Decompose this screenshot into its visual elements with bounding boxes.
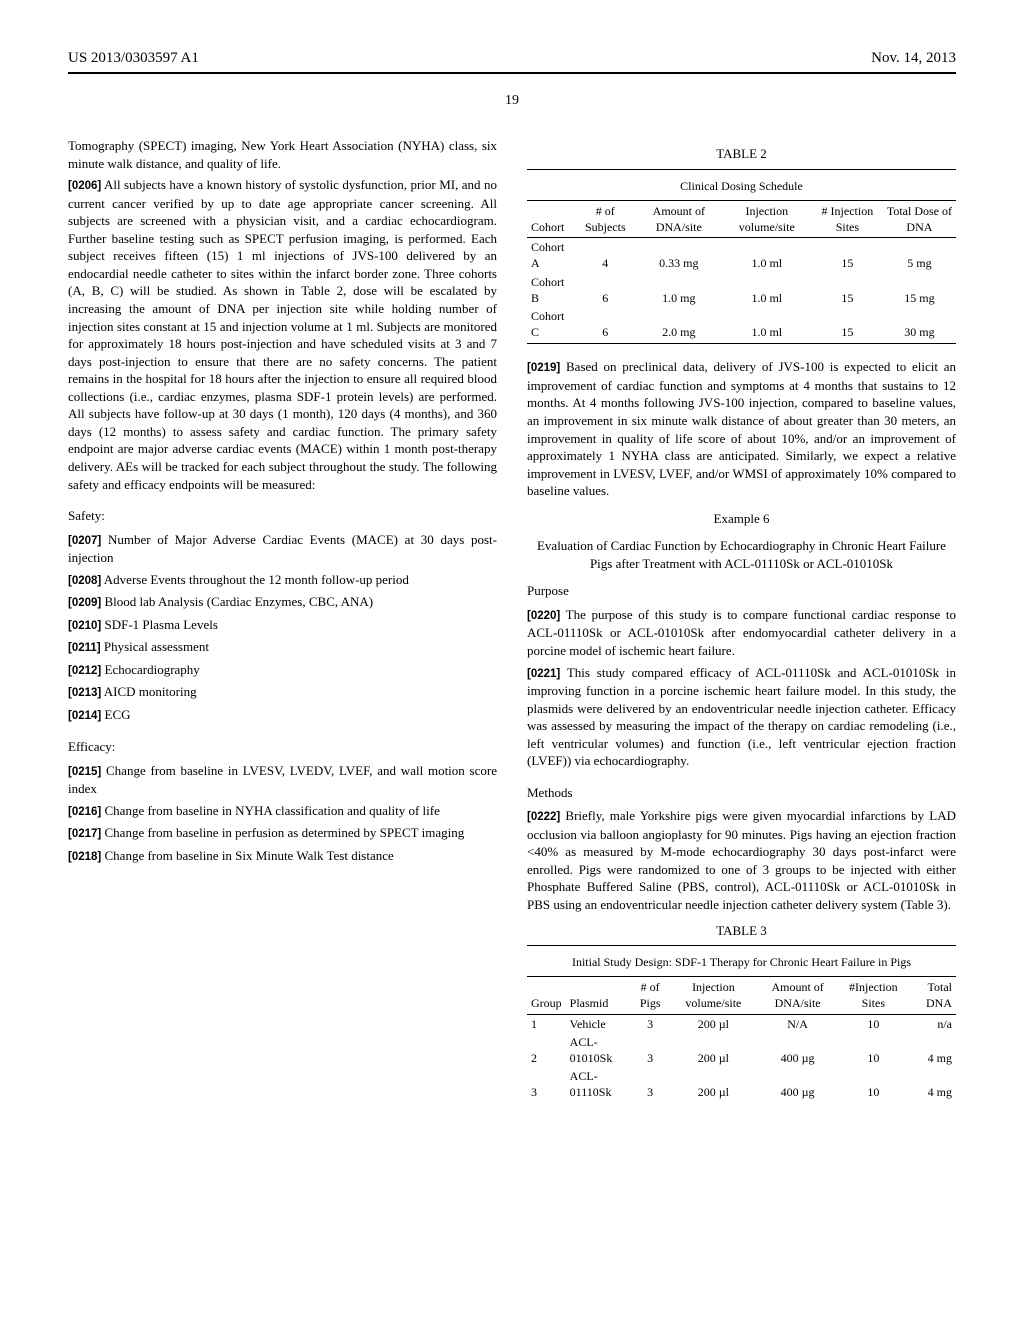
ptext-0206: All subjects have a known history of sys… — [68, 177, 497, 491]
table-row: Cohort B61.0 mg1.0 ml1515 mg — [527, 273, 956, 307]
para-0221: [0221] This study compared efficacy of A… — [527, 664, 956, 770]
para-0209: [0209] Blood lab Analysis (Cardiac Enzym… — [68, 593, 497, 612]
table3-caption: Initial Study Design: SDF-1 Therapy for … — [527, 948, 956, 977]
header-right: Nov. 14, 2013 — [871, 48, 956, 68]
example6-label: Example 6 — [527, 510, 956, 528]
table3-label: TABLE 3 — [527, 922, 956, 940]
table2-label: TABLE 2 — [527, 145, 956, 163]
header-left: US 2013/0303597 A1 — [68, 48, 199, 68]
para-0211: [0211] Physical assessment — [68, 638, 497, 657]
para-0217: [0217] Change from baseline in perfusion… — [68, 824, 497, 843]
para-0219: [0219] Based on preclinical data, delive… — [527, 358, 956, 499]
left-column: Tomography (SPECT) imaging, New York Hea… — [68, 137, 497, 1115]
para-0213: [0213] AICD monitoring — [68, 683, 497, 702]
para-0218: [0218] Change from baseline in Six Minut… — [68, 847, 497, 866]
para-0214: [0214] ECG — [68, 706, 497, 725]
table-row: 1Vehicle3200 µlN/A10n/a — [527, 1014, 956, 1033]
right-column: TABLE 2 Clinical Dosing Schedule Cohort … — [527, 137, 956, 1115]
table2-wrap: TABLE 2 Clinical Dosing Schedule Cohort … — [527, 145, 956, 344]
page-number: 19 — [68, 92, 956, 111]
table3-wrap: TABLE 3 Initial Study Design: SDF-1 Ther… — [527, 922, 956, 1102]
header-rule — [68, 72, 956, 74]
para-0216: [0216] Change from baseline in NYHA clas… — [68, 802, 497, 821]
table-row: 3ACL-01110Sk3200 µl400 µg104 mg — [527, 1067, 956, 1101]
table-row: Cohort A40.33 mg1.0 ml155 mg — [527, 238, 956, 273]
para-continuation: Tomography (SPECT) imaging, New York Hea… — [68, 137, 497, 172]
pnum-0206: [0206] — [68, 180, 101, 192]
para-0220: [0220] The purpose of this study is to c… — [527, 606, 956, 660]
two-column-layout: Tomography (SPECT) imaging, New York Hea… — [68, 137, 956, 1115]
para-0215: [0215] Change from baseline in LVESV, LV… — [68, 762, 497, 798]
patent-page: US 2013/0303597 A1 Nov. 14, 2013 19 Tomo… — [0, 0, 1024, 1156]
table2: Clinical Dosing Schedule Cohort # of Sub… — [527, 169, 956, 345]
para-0212: [0212] Echocardiography — [68, 661, 497, 680]
purpose-heading: Purpose — [527, 582, 956, 600]
table-row: 2ACL-01010Sk3200 µl400 µg104 mg — [527, 1033, 956, 1067]
methods-heading: Methods — [527, 784, 956, 802]
safety-heading: Safety: — [68, 507, 497, 525]
efficacy-heading: Efficacy: — [68, 738, 497, 756]
page-header: US 2013/0303597 A1 Nov. 14, 2013 — [68, 48, 956, 72]
table3: Initial Study Design: SDF-1 Therapy for … — [527, 945, 956, 1102]
para-0208: [0208] Adverse Events throughout the 12 … — [68, 571, 497, 590]
table-row: Cohort C62.0 mg1.0 ml1530 mg — [527, 307, 956, 341]
para-0206: [0206] All subjects have a known history… — [68, 176, 497, 493]
table2-caption: Clinical Dosing Schedule — [527, 172, 956, 201]
example6-title: Evaluation of Cardiac Function by Echoca… — [527, 537, 956, 572]
para-0210: [0210] SDF-1 Plasma Levels — [68, 616, 497, 635]
para-0207: [0207] Number of Major Adverse Cardiac E… — [68, 531, 497, 567]
para-0222: [0222] Briefly, male Yorkshire pigs were… — [527, 807, 956, 913]
